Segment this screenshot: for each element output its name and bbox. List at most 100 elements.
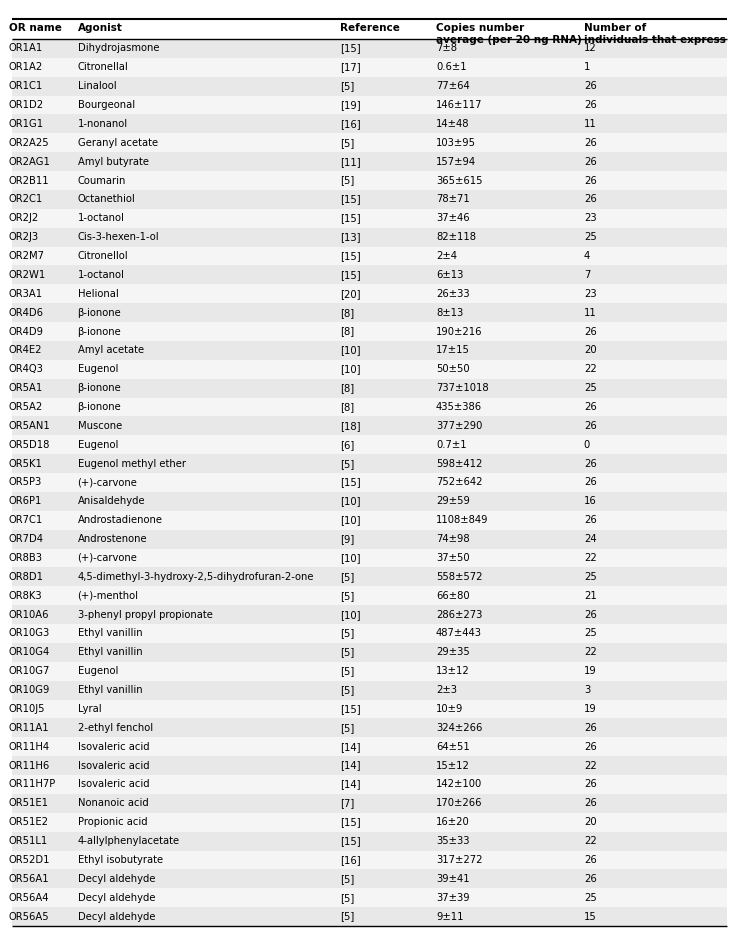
- Text: 558±572: 558±572: [436, 572, 483, 582]
- Text: 377±290: 377±290: [436, 421, 483, 430]
- Text: OR5A2: OR5A2: [9, 402, 43, 412]
- Text: 365±615: 365±615: [436, 176, 483, 186]
- Text: [10]: [10]: [340, 364, 361, 374]
- Text: 26: 26: [584, 81, 596, 92]
- Bar: [12, 624, 727, 643]
- Text: 39±41: 39±41: [436, 874, 470, 884]
- Bar: [12, 813, 727, 832]
- Text: Isovaleric acid: Isovaleric acid: [78, 761, 149, 770]
- Text: 0.6±1: 0.6±1: [436, 62, 466, 73]
- Text: 26: 26: [584, 194, 596, 205]
- Text: OR5P3: OR5P3: [9, 478, 42, 487]
- Bar: [12, 39, 727, 58]
- Text: 435±386: 435±386: [436, 402, 482, 412]
- Text: OR4E2: OR4E2: [9, 346, 42, 355]
- Text: [15]: [15]: [340, 270, 361, 280]
- Text: OR7D4: OR7D4: [9, 534, 44, 544]
- Text: [5]: [5]: [340, 685, 354, 695]
- Text: Decyl aldehyde: Decyl aldehyde: [78, 912, 155, 921]
- Bar: [12, 851, 727, 869]
- Bar: [12, 265, 727, 284]
- Bar: [12, 152, 727, 171]
- Text: 103±95: 103±95: [436, 138, 476, 148]
- Text: 13±12: 13±12: [436, 666, 470, 676]
- Text: Eugenol: Eugenol: [78, 440, 118, 449]
- Bar: [12, 341, 727, 360]
- Text: β-ionone: β-ionone: [78, 308, 121, 317]
- Text: 317±272: 317±272: [436, 855, 483, 865]
- Text: 9±11: 9±11: [436, 912, 463, 921]
- Bar: [12, 379, 727, 397]
- Bar: [12, 718, 727, 737]
- Text: 20: 20: [584, 346, 596, 355]
- Text: Citronellol: Citronellol: [78, 251, 129, 261]
- Bar: [12, 228, 727, 246]
- Bar: [12, 888, 727, 907]
- Text: OR2C1: OR2C1: [9, 194, 43, 205]
- Text: Octanethiol: Octanethiol: [78, 194, 135, 205]
- Text: OR5D18: OR5D18: [9, 440, 50, 449]
- Text: 25: 25: [584, 383, 596, 393]
- Text: 26±33: 26±33: [436, 289, 470, 299]
- Text: 1108±849: 1108±849: [436, 515, 488, 525]
- Text: 26: 26: [584, 855, 596, 865]
- Text: [15]: [15]: [340, 818, 361, 827]
- Text: Reference: Reference: [340, 23, 400, 33]
- Text: β-ionone: β-ionone: [78, 383, 121, 393]
- Text: [5]: [5]: [340, 176, 354, 186]
- Text: [15]: [15]: [340, 43, 361, 54]
- Bar: [12, 473, 727, 492]
- Text: Androstadienone: Androstadienone: [78, 515, 163, 525]
- Text: Cis-3-hexen-1-ol: Cis-3-hexen-1-ol: [78, 232, 159, 243]
- Text: 598±412: 598±412: [436, 459, 483, 468]
- Text: [5]: [5]: [340, 138, 354, 148]
- Text: OR10A6: OR10A6: [9, 610, 50, 619]
- Text: 82±118: 82±118: [436, 232, 476, 243]
- Text: Copies number
average (per 20 ng RNA): Copies number average (per 20 ng RNA): [436, 23, 582, 44]
- Text: 15: 15: [584, 912, 596, 921]
- Text: 7: 7: [584, 270, 590, 280]
- Text: 23: 23: [584, 213, 596, 224]
- Bar: [12, 567, 727, 586]
- Text: 0.7±1: 0.7±1: [436, 440, 466, 449]
- Bar: [12, 190, 727, 209]
- Text: 3-phenyl propyl propionate: 3-phenyl propyl propionate: [78, 610, 213, 619]
- Text: 1-nonanol: 1-nonanol: [78, 119, 128, 129]
- Bar: [12, 794, 727, 813]
- Text: OR2AG1: OR2AG1: [9, 157, 51, 167]
- Text: [5]: [5]: [340, 648, 354, 657]
- Text: Ethyl vanillin: Ethyl vanillin: [78, 685, 142, 695]
- Text: OR5K1: OR5K1: [9, 459, 43, 468]
- Text: OR56A5: OR56A5: [9, 912, 50, 921]
- Text: OR2J2: OR2J2: [9, 213, 39, 224]
- Text: 752±642: 752±642: [436, 478, 483, 487]
- Text: [8]: [8]: [340, 308, 354, 317]
- Text: 26: 26: [584, 421, 596, 430]
- Text: 22: 22: [584, 648, 596, 657]
- Text: 25: 25: [584, 232, 596, 243]
- Text: OR56A4: OR56A4: [9, 893, 50, 902]
- Bar: [12, 869, 727, 888]
- Text: [5]: [5]: [340, 629, 354, 638]
- Text: OR3A1: OR3A1: [9, 289, 43, 299]
- Text: 25: 25: [584, 893, 596, 902]
- Text: 20: 20: [584, 818, 596, 827]
- Text: [7]: [7]: [340, 799, 354, 808]
- Text: [10]: [10]: [340, 346, 361, 355]
- Text: OR5A1: OR5A1: [9, 383, 43, 393]
- Text: (+)-menthol: (+)-menthol: [78, 591, 139, 600]
- Text: 26: 26: [584, 176, 596, 186]
- Bar: [12, 360, 727, 379]
- Bar: [12, 643, 727, 662]
- Bar: [12, 907, 727, 926]
- Bar: [12, 775, 727, 794]
- Text: [13]: [13]: [340, 232, 361, 243]
- Text: OR1D2: OR1D2: [9, 100, 44, 110]
- Text: 19: 19: [584, 704, 596, 714]
- Bar: [12, 209, 727, 228]
- Text: 29±59: 29±59: [436, 497, 470, 506]
- Text: 26: 26: [584, 327, 596, 336]
- Text: 64±51: 64±51: [436, 742, 470, 751]
- Bar: [12, 756, 727, 775]
- Text: 16±20: 16±20: [436, 818, 470, 827]
